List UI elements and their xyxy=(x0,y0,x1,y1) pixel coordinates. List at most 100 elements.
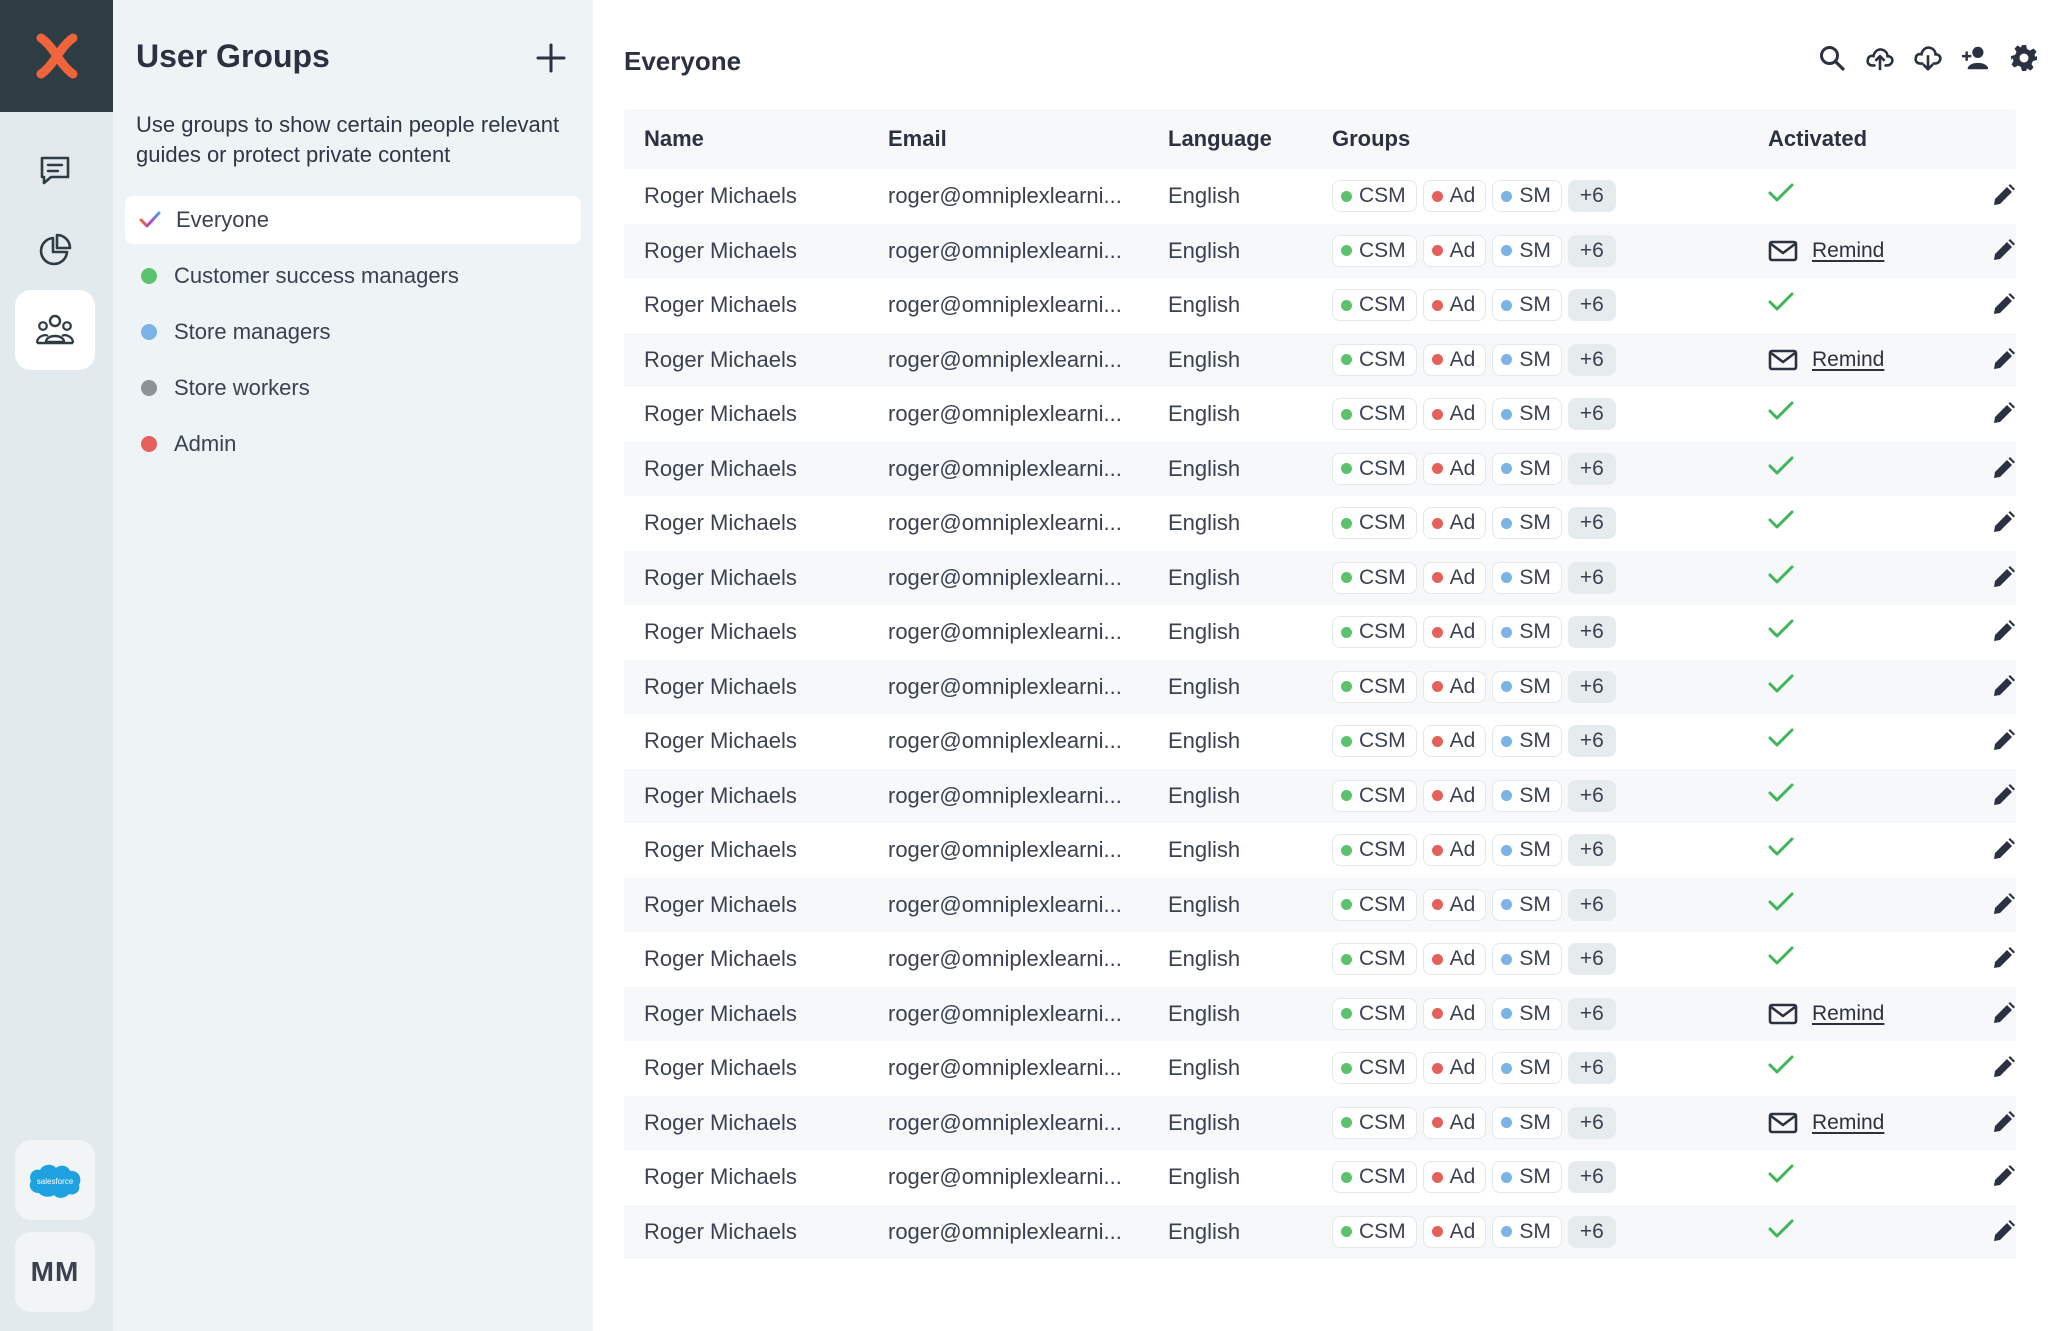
group-item-customer-success-managers[interactable]: Customer success managers xyxy=(125,252,581,300)
table-row[interactable]: Roger Michaels roger@omniplexlearni... Eng… xyxy=(624,823,2016,878)
column-header-language[interactable]: Language xyxy=(1168,126,1272,151)
more-groups-chip[interactable]: +6 xyxy=(1567,997,1616,1030)
edit-button[interactable] xyxy=(1958,1001,2016,1027)
more-groups-chip[interactable]: +6 xyxy=(1567,289,1616,322)
edit-button[interactable] xyxy=(1958,783,2016,809)
edit-button[interactable] xyxy=(1958,1055,2016,1081)
more-groups-chip[interactable]: +6 xyxy=(1567,943,1616,976)
search-button[interactable] xyxy=(1818,44,1846,72)
remind-link[interactable]: Remind xyxy=(1812,238,1885,262)
more-groups-chip[interactable]: +6 xyxy=(1567,234,1616,267)
table-row[interactable]: Roger Michaels roger@omniplexlearni... Eng… xyxy=(624,387,2016,442)
table-row[interactable]: Roger Michaels roger@omniplexlearni... Eng… xyxy=(624,441,2016,496)
edit-button[interactable] xyxy=(1958,401,2016,427)
mail-icon xyxy=(1768,240,1798,262)
table-row[interactable]: Roger Michaels roger@omniplexlearni... Eng… xyxy=(624,986,2016,1041)
remind-link[interactable]: Remind xyxy=(1812,1001,1885,1025)
edit-button[interactable] xyxy=(1958,238,2016,264)
download-button[interactable] xyxy=(1914,44,1942,72)
more-groups-chip[interactable]: +6 xyxy=(1567,452,1616,485)
edit-button[interactable] xyxy=(1958,674,2016,700)
more-groups-chip[interactable]: +6 xyxy=(1567,1215,1616,1248)
edit-button[interactable] xyxy=(1958,892,2016,918)
more-groups-chip[interactable]: +6 xyxy=(1567,1106,1616,1139)
table-row[interactable]: Roger Michaels roger@omniplexlearni... Eng… xyxy=(624,169,2016,224)
cell-language: English xyxy=(1168,1000,1241,1026)
group-item-store-managers[interactable]: Store managers xyxy=(125,308,581,356)
cell-email: roger@omniplexlearni... xyxy=(888,728,1122,754)
table-row[interactable]: Roger Michaels roger@omniplexlearni... Eng… xyxy=(624,1204,2016,1259)
table-row[interactable]: Roger Michaels roger@omniplexlearni... Eng… xyxy=(624,932,2016,987)
edit-button[interactable] xyxy=(1958,728,2016,754)
cloud-upload-icon xyxy=(1866,48,1894,71)
more-groups-chip[interactable]: +6 xyxy=(1567,507,1616,540)
rail-item-messages[interactable] xyxy=(15,130,95,210)
app-logo[interactable] xyxy=(0,0,113,112)
group-chip: Ad xyxy=(1422,616,1487,649)
cell-groups: CSM Ad SM +6 xyxy=(1332,888,1768,921)
salesforce-integration-button[interactable]: salesforce xyxy=(15,1140,95,1220)
more-groups-chip[interactable]: +6 xyxy=(1567,779,1616,812)
more-groups-chip[interactable]: +6 xyxy=(1567,834,1616,867)
more-groups-chip[interactable]: +6 xyxy=(1567,343,1616,376)
edit-button[interactable] xyxy=(1958,510,2016,536)
add-group-button[interactable] xyxy=(531,38,571,78)
table-row[interactable]: Roger Michaels roger@omniplexlearni... Eng… xyxy=(624,1150,2016,1205)
column-header-email[interactable]: Email xyxy=(888,126,947,151)
column-header-activated[interactable]: Activated xyxy=(1768,126,1868,151)
more-groups-chip[interactable]: +6 xyxy=(1567,670,1616,703)
add-user-button[interactable] xyxy=(1962,44,1990,72)
table-row[interactable]: Roger Michaels roger@omniplexlearni... Eng… xyxy=(624,768,2016,823)
remind-link[interactable]: Remind xyxy=(1812,347,1885,371)
table-row[interactable]: Roger Michaels roger@omniplexlearni... Eng… xyxy=(624,877,2016,932)
remind-link[interactable]: Remind xyxy=(1812,1110,1885,1134)
edit-button[interactable] xyxy=(1958,565,2016,591)
group-item-store-workers[interactable]: Store workers xyxy=(125,364,581,412)
remind-action[interactable]: Remind xyxy=(1768,239,1884,263)
more-groups-chip[interactable]: +6 xyxy=(1567,1161,1616,1194)
more-groups-chip[interactable]: +6 xyxy=(1567,180,1616,213)
table-row[interactable]: Roger Michaels roger@omniplexlearni... Eng… xyxy=(624,550,2016,605)
table-row[interactable]: Roger Michaels roger@omniplexlearni... Eng… xyxy=(624,659,2016,714)
table-row[interactable]: Roger Michaels roger@omniplexlearni... Eng… xyxy=(624,605,2016,660)
group-item-everyone[interactable]: Everyone xyxy=(125,196,581,244)
cell-groups: CSM Ad SM +6 xyxy=(1332,670,1768,703)
remind-action[interactable]: Remind xyxy=(1768,1002,1884,1026)
table-row[interactable]: Roger Michaels roger@omniplexlearni... Eng… xyxy=(624,278,2016,333)
settings-button[interactable] xyxy=(2010,44,2038,72)
edit-button[interactable] xyxy=(1958,347,2016,373)
column-header-name[interactable]: Name xyxy=(644,126,704,151)
more-groups-chip[interactable]: +6 xyxy=(1567,888,1616,921)
table-row[interactable]: Roger Michaels roger@omniplexlearni... Eng… xyxy=(624,1095,2016,1150)
remind-action[interactable]: Remind xyxy=(1768,1111,1884,1135)
chip-color-dot xyxy=(1341,899,1352,911)
edit-button[interactable] xyxy=(1958,1110,2016,1136)
edit-button[interactable] xyxy=(1958,619,2016,645)
edit-button[interactable] xyxy=(1958,456,2016,482)
edit-button[interactable] xyxy=(1958,292,2016,318)
more-groups-chip[interactable]: +6 xyxy=(1567,725,1616,758)
table-row[interactable]: Roger Michaels roger@omniplexlearni... Eng… xyxy=(624,332,2016,387)
mail-icon xyxy=(1768,1003,1798,1025)
edit-button[interactable] xyxy=(1958,1219,2016,1245)
more-groups-chip[interactable]: +6 xyxy=(1567,616,1616,649)
column-header-groups[interactable]: Groups xyxy=(1332,126,1411,151)
group-item-admin[interactable]: Admin xyxy=(125,420,581,468)
edit-button[interactable] xyxy=(1958,837,2016,863)
remind-action[interactable]: Remind xyxy=(1768,348,1884,372)
table-row[interactable]: Roger Michaels roger@omniplexlearni... Eng… xyxy=(624,223,2016,278)
more-groups-chip[interactable]: +6 xyxy=(1567,1052,1616,1085)
table-row[interactable]: Roger Michaels roger@omniplexlearni... Eng… xyxy=(624,496,2016,551)
rail-item-user-groups[interactable] xyxy=(15,290,95,370)
rail-item-analytics[interactable] xyxy=(15,210,95,290)
more-groups-chip[interactable]: +6 xyxy=(1567,398,1616,431)
upload-button[interactable] xyxy=(1866,44,1894,72)
pencil-icon xyxy=(1994,620,2015,642)
table-row[interactable]: Roger Michaels roger@omniplexlearni... Eng… xyxy=(624,714,2016,769)
edit-button[interactable] xyxy=(1958,183,2016,209)
edit-button[interactable] xyxy=(1958,946,2016,972)
more-groups-chip[interactable]: +6 xyxy=(1567,561,1616,594)
table-row[interactable]: Roger Michaels roger@omniplexlearni... Eng… xyxy=(624,1041,2016,1096)
edit-button[interactable] xyxy=(1958,1164,2016,1190)
user-avatar[interactable]: MM xyxy=(15,1232,95,1312)
